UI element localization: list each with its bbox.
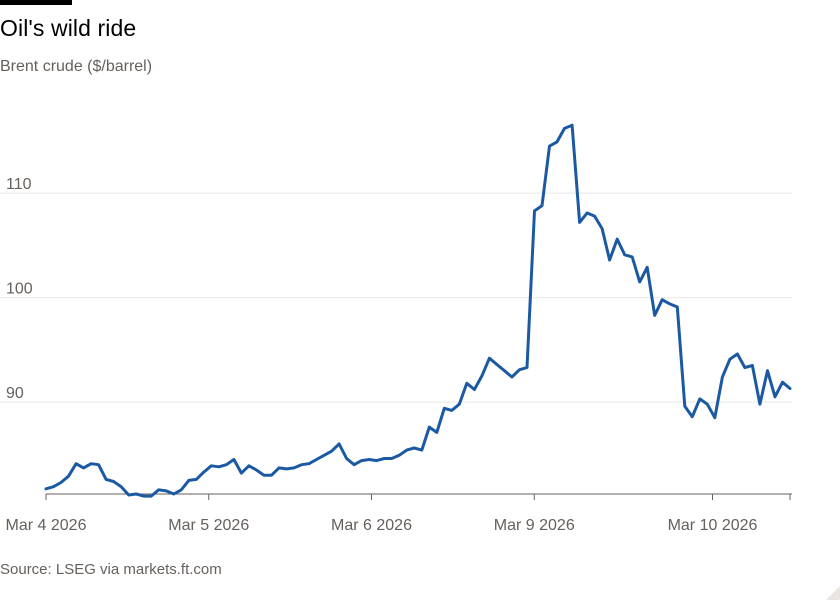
x-axis [45, 493, 792, 500]
chart-title: Oil's wild ride [0, 15, 137, 41]
x-tick-labels: Mar 4 2026 Mar 5 2026 Mar 6 2026 Mar 9 2026… [6, 517, 758, 534]
corner-fold [826, 586, 840, 600]
y-tick-labels: 90 100 110 [6, 176, 33, 402]
x-tick-label-1: Mar 5 2026 [168, 517, 249, 534]
y-tick-label-100: 100 [6, 281, 33, 298]
chart-subtitle: Brent crude ($/barrel) [0, 58, 153, 75]
series-line [44, 123, 792, 498]
y-tick-label-90: 90 [6, 385, 24, 402]
x-tick-label-4: Mar 10 2026 [668, 517, 758, 534]
x-tick-label-3: Mar 9 2026 [494, 517, 575, 534]
series-group [44, 123, 792, 498]
x-tick-label-0: Mar 4 2026 [6, 517, 87, 534]
y-tick-label-110: 110 [6, 176, 32, 193]
y-grid [0, 192, 792, 403]
x-tick-label-2: Mar 6 2026 [331, 517, 412, 534]
source-note: Source: LSEG via markets.ft.com [0, 561, 222, 578]
brand-bar [0, 0, 72, 5]
